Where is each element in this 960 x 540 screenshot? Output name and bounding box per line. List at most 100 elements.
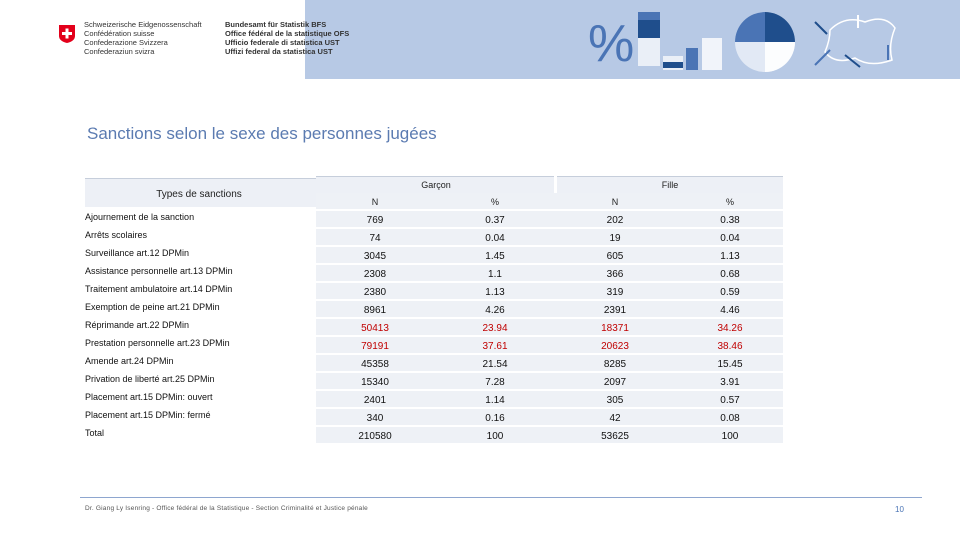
table-row [316,337,783,353]
table-row [316,283,783,299]
row-header-cell [85,178,317,207]
table-cell: 100 [721,431,739,442]
table-cell: 2308 [363,269,387,280]
subheader-row [316,193,783,209]
table-cell: 0.68 [720,269,740,280]
statistics-decoration-icon [638,12,896,72]
table-cell: 18371 [601,323,629,334]
row-label: Surveillance art.12 DPMin [85,248,190,258]
table-cell: 23.94 [482,323,508,334]
table-cell: 15.45 [717,359,743,370]
group-header-boys-label: Garçon [421,180,451,190]
confed-line-it: Confederazione Svizzera [84,38,168,47]
table-cell: 4.46 [720,305,740,316]
table-cell: 605 [606,251,624,262]
table-row [316,355,783,371]
row-label: Ajournement de la sanction [85,212,195,222]
table-cell: 3.91 [720,377,740,388]
table-row [316,229,783,245]
table-cell: 340 [366,413,384,424]
table-cell: 202 [606,215,624,226]
table-cell: 8961 [363,305,387,316]
row-label: Amende art.24 DPMin [85,356,174,366]
table-cell: 1.13 [485,287,505,298]
table-cell: 210580 [358,431,392,442]
office-line-rm: Uffizi federal da statistica UST [225,47,333,56]
table-cell: 2391 [603,305,627,316]
table-cell: 45358 [361,359,389,370]
table-cell: 42 [609,413,621,424]
table-row [316,427,783,443]
office-line-it: Ufficio federale di statistica UST [225,38,340,47]
table-cell: 38.46 [717,341,743,352]
subheader-boys-pct: % [490,197,499,207]
table-cell: 0.08 [720,413,740,424]
group-header-boys [316,176,554,193]
row-label: Prestation personnelle art.23 DPMin [85,338,230,348]
table-cell: 0.57 [720,395,740,406]
table-row [316,211,783,227]
table-cell: 37.61 [482,341,508,352]
table-cell: 100 [486,431,504,442]
office-line-de: Bundesamt für Statistik BFS [225,20,327,29]
office-names: Bundesamt für Statistik BFS Office fédér… [225,20,349,56]
table-cell: 3045 [363,251,387,262]
header-band: Schweizerische Eidgenossenschaft Confédé… [0,0,960,79]
table-row [316,301,783,317]
row-label: Placement art.15 DPMin: fermé [85,410,211,420]
table-cell: 20623 [601,341,629,352]
row-label: Assistance personnelle art.13 DPMin [85,266,233,276]
subheader-girls-n: N [611,197,619,207]
table-cell: 1.1 [488,269,502,280]
row-label: Total [85,428,105,438]
table-cell: 366 [606,269,624,280]
row-label: Placement art.15 DPMin: ouvert [85,392,213,402]
subheader-girls-pct: % [725,197,734,207]
table-cell: 15340 [361,377,389,388]
table-cell: 21.54 [482,359,508,370]
table-cell: 305 [606,395,624,406]
swiss-flag-icon [59,25,75,43]
table-cell: 50413 [361,323,389,334]
table-cell: 0.37 [485,215,505,226]
office-line-fr: Office fédéral de la statistique OFS [225,29,350,38]
table-row [316,247,783,263]
table-cell: 769 [366,215,384,226]
confed-line-rm: Confederaziun svizra [84,47,155,56]
table-cell: 0.16 [485,413,505,424]
table-cell: 2380 [363,287,387,298]
percent-glyph: % [588,15,635,73]
table-cell: 2097 [603,377,627,388]
table-row [316,373,783,389]
table-cell: 53625 [601,431,629,442]
confed-line-de: Schweizerische Eidgenossenschaft [84,20,202,29]
table-row [316,265,783,281]
table-cell: 7.28 [485,377,505,388]
row-label: Arrêts scolaires [85,230,148,240]
group-header-girls-label: Fille [661,180,679,190]
row-label: Exemption de peine art.21 DPMin [85,302,220,312]
row-label: Privation de liberté art.25 DPMin [85,374,215,384]
table-cell: 1.13 [720,251,740,262]
table-cell: 0.59 [720,287,740,298]
table-cell: 1.14 [485,395,505,406]
table-cell: 2401 [363,395,387,406]
table-row [316,391,783,407]
table-cell: 319 [606,287,624,298]
confederation-names: Schweizerische Eidgenossenschaft Confédé… [84,20,202,56]
table-cell: 0.04 [485,233,505,244]
row-label: Traitement ambulatoire art.14 DPMin [85,284,233,294]
confed-line-fr: Confédération suisse [84,29,155,38]
table-cell: 19 [609,233,621,244]
subheader-boys-n: N [371,197,379,207]
table-cell: 0.38 [720,215,740,226]
table-cell: 74 [369,233,381,244]
logo-area: Schweizerische Eidgenossenschaft Confédé… [0,0,349,79]
table-cell: 4.26 [485,305,505,316]
group-header-girls [557,176,783,193]
row-header-label: Types de sanctions [156,189,242,200]
table-row [316,319,783,335]
table-cell: 0.04 [720,233,740,244]
footer-text: Dr. Giang Ly Isenring - Office fédéral d… [85,505,368,512]
page-title: Sanctions selon le sexe des personnes ju… [87,124,437,143]
